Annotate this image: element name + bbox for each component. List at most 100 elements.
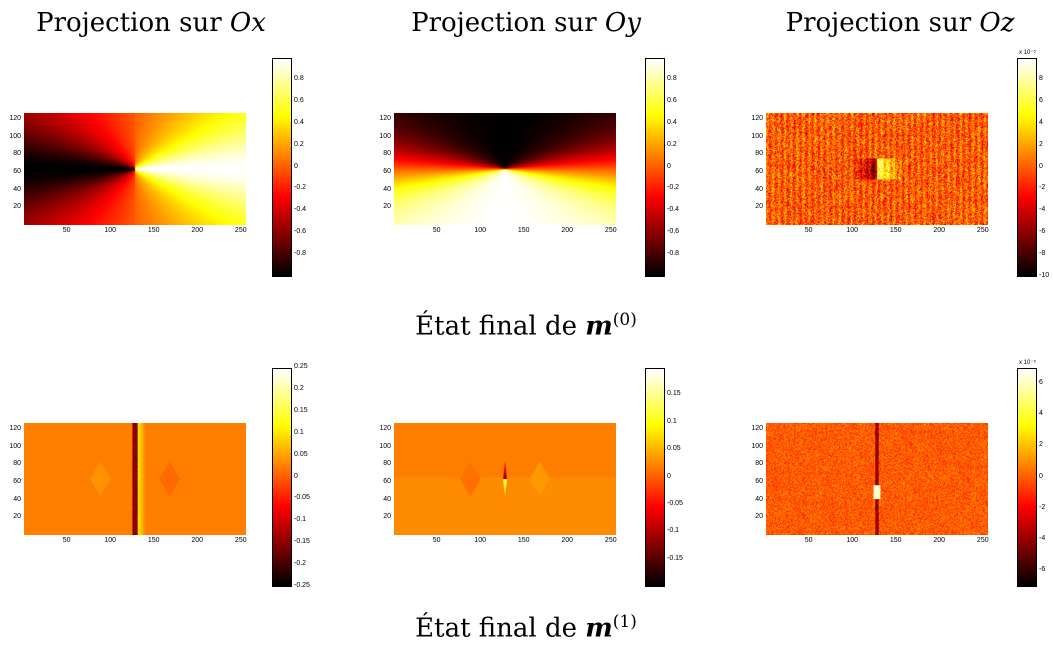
y-tick-label: 100 (379, 442, 391, 450)
y-tick-label: 120 (9, 425, 21, 433)
y-tick-label: 100 (751, 132, 763, 140)
x-tick-label: 50 (432, 537, 441, 544)
y-tick-label: 120 (379, 115, 391, 123)
colorbar-tick-label: -0.15 (294, 538, 310, 546)
column-title-axis: Oy (604, 8, 641, 38)
x-tick-label: 50 (804, 227, 813, 234)
x-tick-label: 100 (846, 227, 859, 234)
colorbar-tick-label: 4 (1039, 409, 1043, 417)
y-tick-label: 60 (383, 167, 391, 175)
colorbar-tick-label: -0.4 (667, 206, 680, 214)
x-tick-label: 150 (517, 227, 530, 234)
x-tick-label: 50 (804, 537, 813, 544)
x-tick-label: 100 (104, 537, 117, 544)
colorbar-multiplier: x 10⁻⁵ (1019, 50, 1036, 56)
y-tick-label: 40 (755, 185, 763, 193)
y-tick-label: 100 (379, 132, 391, 140)
colorbar-tick-label: -0.8 (294, 250, 307, 258)
colorbar-tick-label: 0 (667, 162, 671, 170)
x-tick-label: 150 (517, 537, 530, 544)
x-tick-label: 200 (933, 537, 946, 544)
colorbar-tick-label: 0.6 (294, 96, 304, 104)
colorbar-tick-label: 6 (1039, 378, 1043, 386)
colorbar-tick-label: 0.15 (294, 406, 308, 414)
x-tick-label: 250 (976, 227, 989, 234)
x-tick-label: 50 (62, 537, 71, 544)
colorbar-tick-label: -0.2 (294, 184, 307, 192)
y-tick-label: 80 (13, 460, 21, 468)
colorbar-tick-label: 0.4 (667, 118, 677, 126)
x-tick-label: 50 (432, 227, 441, 234)
y-tick-label: 40 (13, 495, 21, 503)
x-tick-label: 100 (474, 537, 487, 544)
y-tick-label: 100 (9, 132, 21, 140)
colorbar-tick-label: 2 (1039, 441, 1043, 449)
colorbar-tick-label: 0.05 (294, 450, 308, 458)
y-tick-label: 80 (383, 150, 391, 158)
column-title-axis: Oz (979, 8, 1015, 38)
y-tick-label: 80 (383, 460, 391, 468)
x-tick-label: 100 (474, 227, 487, 234)
colorbar-tick-label: 0.1 (667, 417, 677, 425)
y-tick-label: 60 (13, 477, 21, 485)
row-caption-superscript: (1) (612, 612, 637, 632)
colorbar-tick-label: 4 (1039, 118, 1043, 126)
row-caption-superscript: (0) (612, 310, 637, 330)
y-tick-label: 20 (13, 203, 21, 211)
colorbar-tick-label: -10 (1039, 272, 1050, 279)
heatmap-mz-row0 (766, 113, 988, 225)
column-title-text: Projection sur (411, 8, 605, 38)
x-tick-label: 50 (62, 227, 71, 234)
colorbar-tick-label: 0.8 (667, 74, 677, 82)
x-tick-label: 100 (104, 227, 117, 234)
colorbar-tick-label: -0.05 (667, 499, 683, 507)
heatmap-mz-row1 (766, 423, 988, 535)
colorbar-tick-label: -0.1 (294, 516, 307, 524)
y-tick-label: 100 (9, 442, 21, 450)
colorbar-tick-label: -0.05 (294, 494, 310, 502)
colorbar-tick-label: 6 (1039, 96, 1043, 104)
y-tick-label: 60 (755, 167, 763, 175)
colorbar (645, 368, 665, 587)
row-caption-m1: État final de m(1) (415, 612, 637, 644)
y-tick-label: 20 (13, 513, 21, 521)
colorbar-tick-label: -4 (1039, 535, 1046, 543)
column-title-ox: Projection sur Ox (36, 8, 266, 38)
colorbar-tick-label: -0.8 (667, 250, 680, 258)
y-tick-label: 60 (755, 477, 763, 485)
y-tick-label: 80 (755, 150, 763, 158)
y-tick-label: 40 (13, 185, 21, 193)
heatmap-my-row1 (394, 423, 616, 535)
row-caption-m0: État final de m(0) (415, 310, 637, 342)
colorbar (1017, 368, 1037, 587)
y-tick-label: 80 (13, 150, 21, 158)
colorbar-tick-label: -8 (1039, 250, 1046, 258)
colorbar-tick-label: -6 (1039, 566, 1046, 574)
x-tick-label: 150 (889, 537, 902, 544)
x-tick-label: 200 (191, 227, 204, 234)
colorbar-tick-label: -0.15 (667, 554, 683, 562)
y-tick-label: 40 (383, 185, 391, 193)
heatmap-my-row0 (394, 113, 616, 225)
colorbar-tick-label: -4 (1039, 206, 1046, 214)
column-title-axis: Ox (229, 8, 266, 38)
x-tick-label: 150 (889, 227, 902, 234)
y-tick-label: 20 (755, 203, 763, 211)
y-tick-label: 120 (9, 115, 21, 123)
colorbar-tick-label: 2 (1039, 140, 1043, 148)
row-caption-text: État final de (415, 613, 586, 644)
colorbar-tick-label: 0.4 (294, 118, 304, 126)
column-title-text: Projection sur (785, 8, 980, 38)
y-tick-label: 40 (755, 495, 763, 503)
colorbar-tick-label: -2 (1039, 503, 1046, 511)
x-tick-label: 200 (933, 227, 946, 234)
x-tick-label: 250 (976, 537, 989, 544)
column-title-oy: Projection sur Oy (411, 8, 641, 38)
y-tick-label: 100 (751, 442, 763, 450)
colorbar-tick-label: 0 (1039, 162, 1043, 170)
colorbar-tick-label: -0.25 (294, 582, 310, 589)
colorbar (272, 58, 292, 277)
colorbar-tick-label: 0.8 (294, 74, 304, 82)
x-tick-label: 150 (147, 537, 160, 544)
colorbar-tick-label: 0.15 (667, 390, 681, 398)
